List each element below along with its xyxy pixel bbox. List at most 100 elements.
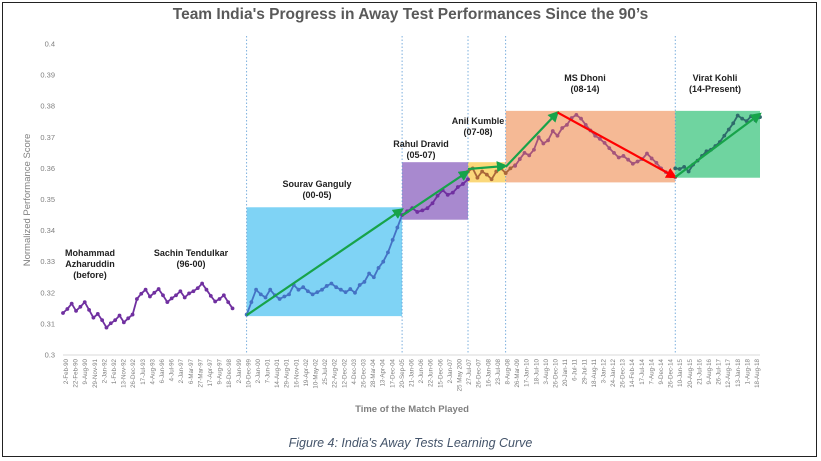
data-point — [113, 318, 118, 323]
x-tick-label: 9-Aug-90 — [82, 358, 89, 384]
data-point — [334, 285, 339, 290]
x-tick-label: 2-Jan-00 — [255, 358, 262, 383]
y-tick-label: 0.37 — [40, 133, 55, 142]
data-point — [616, 155, 621, 160]
data-point — [91, 315, 96, 320]
data-point — [381, 259, 386, 264]
data-point — [386, 250, 390, 255]
x-tick-label: 10-May-02 — [313, 358, 320, 388]
data-point — [621, 154, 626, 158]
axes: 0.3 0.31 0.32 0.33 0.34 0.35 0.36 0.37 0.38 0.39 0… — [40, 40, 761, 392]
era-dividers — [246, 36, 676, 355]
data-point — [682, 164, 687, 169]
data-point — [182, 295, 187, 300]
x-axis-label: Time of the Match Played — [355, 404, 469, 415]
series-line-0 — [62, 282, 234, 329]
y-tick-label: 0.39 — [40, 71, 55, 80]
x-tick-label: 20-Aug-15 — [687, 358, 694, 387]
data-point — [635, 159, 640, 164]
data-point — [195, 286, 200, 291]
data-point — [139, 291, 144, 296]
data-point — [390, 238, 395, 242]
era-box-5 — [505, 110, 676, 183]
x-tick-label: 17-Dec-04 — [389, 358, 396, 387]
x-tick-label: 19-Apr-02 — [303, 358, 310, 386]
data-point — [82, 300, 87, 305]
data-point — [74, 308, 78, 313]
data-point — [371, 275, 376, 280]
data-point — [338, 287, 343, 292]
data-point — [645, 151, 649, 156]
data-point — [612, 150, 616, 155]
x-tick-label: 21-Jan-06 — [409, 358, 416, 386]
x-tick-label: 17-Jul-14 — [639, 358, 646, 384]
x-tick-label: 10-Jan-15 — [677, 358, 684, 386]
x-tick-label: 1-Feb-92 — [111, 358, 118, 384]
x-tick-label: 21-Jul-16 — [696, 358, 703, 384]
data-point — [357, 283, 362, 287]
x-tick-label: 18-Jul-10 — [533, 358, 540, 384]
data-point — [475, 175, 480, 180]
data-point — [555, 133, 560, 138]
era-label-0: (before) — [73, 270, 107, 280]
era-label-5: (08-14) — [570, 84, 599, 94]
x-tick-label: 26-Jul-17 — [716, 358, 723, 384]
data-point — [450, 190, 455, 195]
x-tick-label: 6-Mar-97 — [188, 358, 195, 384]
chart-frame — [2, 2, 817, 457]
data-point — [191, 289, 196, 294]
data-point — [165, 300, 170, 305]
data-point — [536, 135, 541, 140]
data-point — [415, 210, 420, 214]
data-point — [607, 146, 612, 151]
x-tick-label: 27-Jul-07 — [466, 358, 473, 384]
data-point — [148, 294, 152, 299]
x-tick-label: 7-Aug-14 — [648, 358, 655, 384]
x-tick-label: 10-Dec-99 — [245, 358, 252, 387]
data-point — [348, 287, 353, 291]
data-point — [626, 157, 631, 162]
data-point — [560, 126, 565, 130]
x-tick-label: 2-Jan-92 — [101, 358, 108, 383]
ganguly-trend-arrow — [246, 208, 404, 317]
x-tick-label: 18-Dec-98 — [226, 358, 233, 387]
x-tick-label: 9-Aug-97 — [217, 358, 224, 384]
data-point — [61, 311, 65, 315]
x-tick-label: 27-Mar-97 — [197, 358, 204, 387]
data-point — [108, 321, 113, 326]
era-label-2: Sourav Ganguly — [282, 179, 351, 189]
data-point — [565, 122, 569, 127]
data-point — [249, 300, 254, 305]
figure-caption: Figure 4: India's Away Tests Learning Cu… — [288, 436, 533, 450]
data-point — [630, 161, 635, 166]
era-label-5: MS Dhoni — [564, 73, 606, 83]
data-point — [217, 297, 222, 301]
y-tick-label: 0.32 — [40, 288, 55, 297]
kumble-trend-arrow — [467, 161, 508, 173]
data-point — [649, 156, 654, 161]
data-point — [200, 281, 205, 286]
dhoni-down-trend-arrow — [556, 111, 678, 179]
x-tick-label: 9-Aug-16 — [706, 358, 713, 384]
x-tick-label: 25-Jul-02 — [322, 358, 329, 384]
data-point — [527, 153, 532, 158]
x-tick-label: 9-Dec-14 — [658, 358, 665, 384]
era-label-1: Sachin Tendulkar — [154, 248, 229, 258]
y-tick-label: 0.4 — [45, 40, 55, 49]
data-point — [95, 312, 100, 316]
x-tick-label: 12-Aug-17 — [725, 358, 732, 387]
data-point — [156, 287, 161, 291]
x-tick-label: 4-Dec-03 — [351, 358, 358, 384]
data-point — [208, 294, 213, 298]
chart-title: Team India's Progress in Away Test Perfo… — [172, 6, 649, 23]
x-tick-label: 16-Nov-01 — [293, 358, 300, 387]
data-point — [494, 169, 499, 174]
data-point — [296, 287, 301, 292]
era-label-3: Rahul Dravid — [393, 139, 449, 149]
data-point — [301, 285, 306, 290]
data-point — [320, 287, 324, 292]
x-tick-label: 3-Aug-10 — [543, 358, 550, 384]
era-label-6: Virat Kohli — [693, 73, 738, 83]
era-label-6: (14-Present) — [689, 84, 741, 94]
